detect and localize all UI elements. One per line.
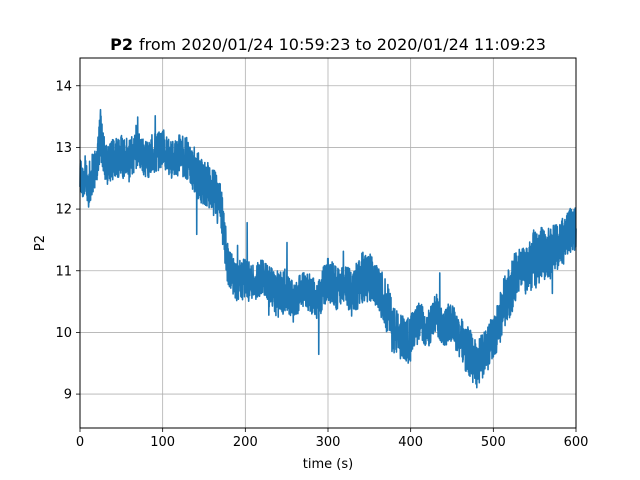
- x-tick-label: 100: [150, 435, 175, 450]
- x-axis-label: time (s): [303, 457, 353, 472]
- y-tick-label: 14: [55, 79, 72, 94]
- chart-title-bold: P2: [110, 35, 133, 54]
- x-tick-label: 600: [564, 435, 589, 450]
- chart-title: P2 from 2020/01/24 10:59:23 to 2020/01/24…: [110, 35, 546, 54]
- x-tick-label: 200: [233, 435, 258, 450]
- chart-title-rest: from 2020/01/24 10:59:23 to 2020/01/24 1…: [139, 35, 546, 54]
- y-tick-label: 11: [55, 264, 72, 279]
- x-tick-label: 500: [481, 435, 506, 450]
- y-axis: 9 10 11 12 13 14: [55, 79, 80, 403]
- x-axis: 0 100 200 300 400 500 600: [76, 428, 589, 450]
- y-tick-label: 10: [55, 326, 72, 341]
- y-axis-label: P2: [33, 235, 48, 251]
- x-tick-label: 0: [76, 435, 84, 450]
- x-tick-label: 400: [398, 435, 423, 450]
- y-tick-label: 13: [55, 141, 72, 156]
- series-group: [79, 108, 577, 389]
- y-tick-label: 12: [55, 203, 72, 218]
- y-tick-label: 9: [64, 388, 72, 403]
- series-line-p2: [79, 108, 577, 389]
- x-tick-label: 300: [316, 435, 341, 450]
